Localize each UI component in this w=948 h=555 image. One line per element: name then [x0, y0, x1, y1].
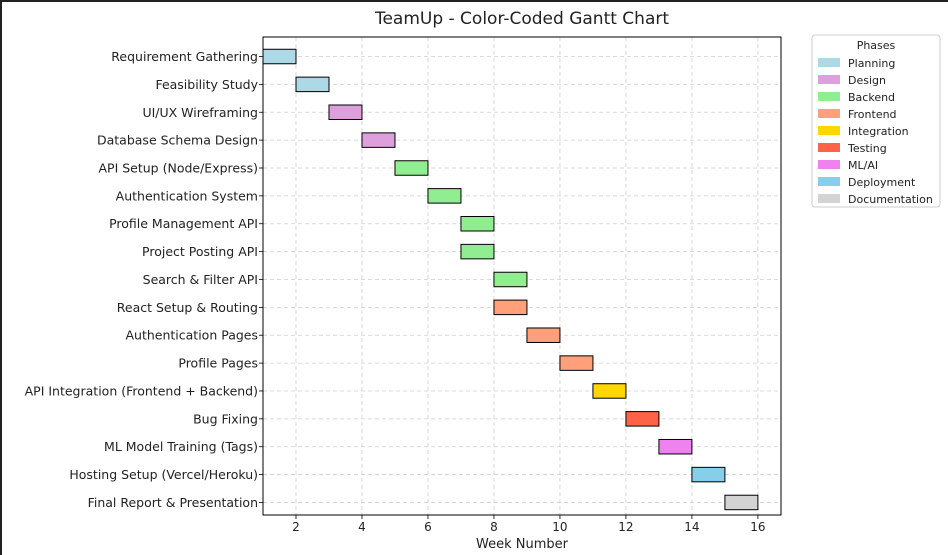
task-label: Search & Filter API — [143, 272, 258, 287]
task-bar — [724, 494, 759, 511]
task-label: Final Report & Presentation — [88, 495, 258, 510]
legend-label: Deployment — [848, 176, 916, 189]
task-label: Feasibility Study — [155, 77, 258, 92]
legend-swatch — [818, 126, 840, 135]
task-bar — [592, 383, 627, 399]
task-bar — [460, 243, 495, 260]
plot-area — [262, 36, 782, 516]
task-bar — [394, 160, 429, 176]
task-bar — [658, 438, 693, 455]
x-axis-label: Week Number — [476, 537, 569, 552]
legend-swatch — [818, 75, 840, 84]
legend-label: Planning — [848, 57, 895, 70]
task-label: Hosting Setup (Vercel/Heroku) — [69, 467, 258, 482]
x-tick-label: 6 — [424, 520, 432, 534]
task-bar — [493, 299, 528, 316]
task-label: Authentication System — [116, 188, 258, 203]
legend-label: Backend — [848, 91, 895, 104]
legend-swatch — [818, 194, 840, 203]
x-axis-ticks: 2 4 6 8 10 12 14 16 — [292, 515, 766, 534]
legend-swatch — [818, 177, 840, 186]
task-bar — [427, 188, 462, 204]
legend-label: Design — [848, 74, 886, 87]
legend-label: Documentation — [848, 193, 933, 206]
legend-title: Phases — [857, 39, 896, 52]
legend-items: Planning Design Backend Frontend Integration… — [818, 57, 933, 206]
legend-box — [811, 34, 941, 208]
legend: Phases Planning Design Backend Frontend Inte… — [811, 34, 941, 208]
task-bar — [493, 271, 528, 288]
task-bar — [361, 132, 396, 148]
task-label: ML Model Training (Tags) — [104, 439, 258, 454]
legend-label: Testing — [847, 142, 887, 155]
x-tick-label: 8 — [490, 520, 498, 534]
task-label: Profile Management API — [109, 216, 258, 231]
task-bar — [559, 355, 594, 371]
x-tick-label: 16 — [750, 520, 765, 534]
chart-title: TeamUp - Color-Coded Gantt Chart — [374, 9, 669, 29]
task-bar — [295, 76, 330, 93]
task-bars — [262, 48, 759, 511]
x-tick-label: 4 — [358, 520, 366, 534]
task-bar — [460, 215, 495, 232]
legend-swatch — [818, 92, 840, 101]
task-label: React Setup & Routing — [117, 300, 258, 315]
x-tick-label: 2 — [292, 520, 300, 534]
task-label: Profile Pages — [178, 356, 258, 371]
task-label: Requirement Gathering — [111, 49, 258, 64]
legend-label: Integration — [848, 125, 909, 138]
x-tick-label: 10 — [552, 520, 567, 534]
task-label: UI/UX Wireframing — [142, 105, 258, 120]
task-label: Project Posting API — [142, 244, 258, 259]
task-label: Bug Fixing — [193, 411, 258, 426]
task-label: API Integration (Frontend + Backend) — [25, 383, 258, 398]
task-bar — [328, 104, 363, 121]
legend-swatch — [818, 160, 840, 169]
task-bar — [526, 327, 561, 343]
legend-label: Frontend — [848, 108, 897, 121]
task-label: Authentication Pages — [125, 328, 258, 343]
x-tick-label: 12 — [618, 520, 633, 534]
x-tick-label: 14 — [684, 520, 699, 534]
task-bar — [691, 466, 726, 483]
task-labels: Requirement Gathering Feasibility Study UI… — [25, 49, 263, 510]
legend-swatch — [818, 143, 840, 152]
task-label: Database Schema Design — [97, 133, 258, 148]
legend-swatch — [818, 109, 840, 118]
task-label: API Setup (Node/Express) — [98, 160, 258, 175]
task-bar — [262, 48, 297, 65]
task-bar — [625, 411, 660, 427]
legend-label: ML/AI — [848, 159, 878, 172]
legend-swatch — [818, 58, 840, 67]
